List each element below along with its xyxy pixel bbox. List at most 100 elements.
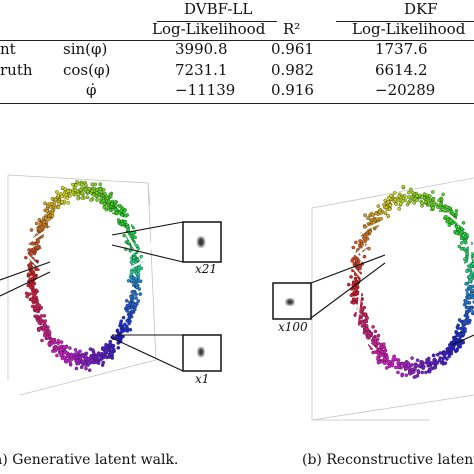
scatter-point bbox=[461, 322, 465, 327]
scatter-point bbox=[408, 370, 412, 375]
scatter-point bbox=[39, 305, 43, 310]
inset-label-x1-text: x1 bbox=[195, 372, 210, 386]
scatter-point bbox=[397, 207, 401, 211]
scatter-point bbox=[410, 356, 414, 360]
scatter-point bbox=[387, 359, 391, 364]
scatter-point bbox=[457, 244, 462, 249]
scatter-point bbox=[363, 239, 367, 244]
scatter-point bbox=[441, 356, 445, 361]
scatter-point bbox=[463, 257, 467, 262]
scatter-point bbox=[134, 296, 138, 300]
scatter-point bbox=[364, 319, 368, 324]
scatter-point bbox=[376, 357, 380, 362]
scatter-point bbox=[465, 252, 469, 256]
scatter-point bbox=[362, 331, 367, 335]
scatter-point bbox=[75, 358, 79, 363]
scatter-point bbox=[99, 190, 104, 194]
scatter-point bbox=[353, 276, 358, 281]
scatter-point bbox=[470, 295, 474, 300]
scatter-point bbox=[91, 193, 96, 197]
scatter-point bbox=[27, 248, 31, 252]
scatter-point bbox=[68, 193, 72, 198]
scatter-point bbox=[70, 357, 74, 362]
scatter-point bbox=[113, 207, 118, 212]
scatter-point bbox=[126, 227, 130, 232]
scatter-point bbox=[50, 197, 55, 201]
scatter-point bbox=[354, 297, 359, 302]
scatter-point bbox=[434, 202, 439, 207]
scatter-point bbox=[38, 317, 43, 322]
scatter-point bbox=[449, 344, 453, 349]
scatter-point bbox=[415, 358, 420, 362]
scatter-point bbox=[65, 354, 70, 359]
scatter-point bbox=[125, 299, 129, 303]
scatter-point bbox=[457, 318, 462, 322]
scatter-point bbox=[465, 310, 470, 315]
scatter-point bbox=[432, 353, 436, 358]
scatter-point bbox=[373, 329, 378, 334]
scatter-point bbox=[400, 373, 404, 378]
scatter-point bbox=[136, 272, 141, 276]
scatter-point bbox=[43, 224, 48, 229]
scatter-point bbox=[469, 292, 474, 296]
scatter-point bbox=[29, 228, 34, 232]
scatter-point bbox=[64, 351, 69, 356]
scatter-point bbox=[42, 220, 46, 224]
scatter-point bbox=[30, 242, 35, 246]
scatter-point bbox=[459, 236, 464, 241]
scatter-point bbox=[390, 363, 395, 368]
scatter-point bbox=[66, 189, 71, 193]
cell-phidot-ll: −11139 bbox=[175, 81, 236, 99]
scatter-point bbox=[445, 347, 449, 351]
scatter-point bbox=[413, 366, 417, 371]
cell-cos-ll2: 6614.2 bbox=[375, 61, 428, 79]
scatter-point bbox=[139, 254, 144, 259]
scatter-point bbox=[471, 310, 474, 314]
scatter-point bbox=[136, 299, 141, 303]
scatter-point bbox=[427, 359, 431, 364]
scatter-point bbox=[132, 291, 136, 295]
scatter-point bbox=[454, 209, 459, 213]
scatter-point bbox=[100, 356, 104, 361]
scatter-point bbox=[56, 205, 61, 209]
scatter-point bbox=[36, 245, 40, 250]
scatter-point bbox=[453, 336, 457, 340]
scatter-point bbox=[404, 361, 408, 365]
scatter-point bbox=[60, 186, 65, 190]
scatter-point bbox=[73, 192, 78, 197]
scatter-point bbox=[128, 275, 133, 279]
scatter-point bbox=[110, 202, 114, 206]
inset-label-x21: x21 bbox=[195, 262, 217, 276]
scatter-point bbox=[432, 357, 437, 362]
scatter-point bbox=[133, 303, 137, 307]
scatter-point bbox=[454, 225, 459, 229]
scatter-point bbox=[109, 194, 113, 199]
scatter-point bbox=[396, 358, 401, 362]
scatter-point bbox=[352, 290, 357, 294]
scatter-point bbox=[84, 183, 88, 188]
scatter-point bbox=[465, 233, 470, 237]
scatter-point bbox=[29, 253, 33, 258]
scatter-point bbox=[99, 352, 104, 356]
scatter-point bbox=[71, 182, 75, 187]
scatter-point bbox=[450, 221, 455, 225]
scatter-point bbox=[107, 199, 111, 204]
scatter-point bbox=[89, 198, 93, 202]
scatter-point bbox=[349, 293, 354, 297]
caption-left: a) Generative latent walk. bbox=[0, 452, 179, 468]
scatter-point bbox=[460, 230, 465, 234]
scatter-point bbox=[394, 202, 399, 206]
scatter-point bbox=[383, 211, 388, 215]
scatter-point bbox=[375, 337, 380, 342]
scatter-point bbox=[407, 190, 411, 195]
scatter-point bbox=[78, 349, 82, 354]
scatter-point bbox=[129, 260, 134, 264]
scatter-point bbox=[365, 316, 369, 320]
scatter-point bbox=[416, 370, 421, 375]
scatter-point bbox=[87, 368, 92, 372]
inset-image-x100 bbox=[272, 282, 312, 320]
scatter-point bbox=[456, 344, 461, 348]
scatter-point bbox=[350, 259, 355, 263]
scatter-point bbox=[35, 289, 39, 294]
scatter-point bbox=[32, 298, 37, 302]
